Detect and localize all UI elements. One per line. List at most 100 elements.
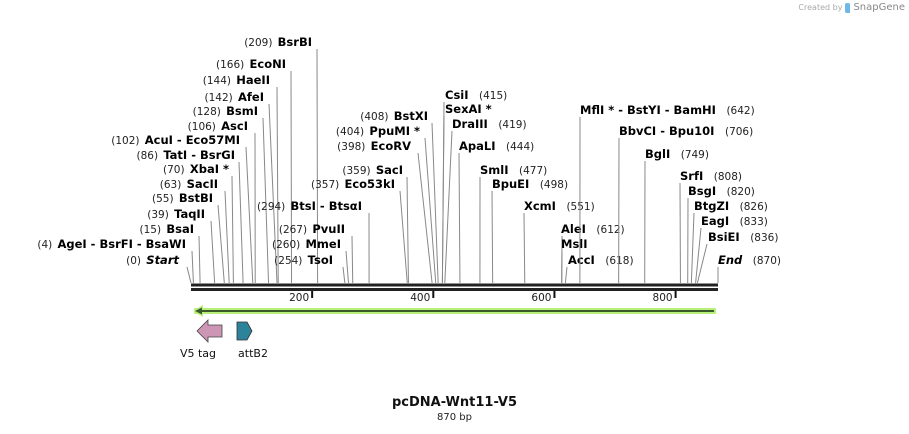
cut-site-bsgi[interactable]: BsgI (820) [687,184,755,284]
feature-attb2[interactable]: attB2 [236,321,268,360]
site-label: SrfI (808) [680,169,742,183]
orf-arrow[interactable] [193,305,716,317]
site-position: (106) [188,121,221,133]
leader-line [210,220,216,284]
cut-site-sacii[interactable]: (63) SacII [160,177,230,284]
site-name: End [718,253,743,267]
site-name: HaeII [236,73,270,87]
site-position: (836) [740,232,779,244]
feature-v5-tag[interactable]: V5 tag [180,319,223,360]
cut-site-pvuii[interactable]: (267) PvuII [279,222,354,284]
site-label: EagI (833) [701,214,768,228]
cut-site-haeii[interactable]: (144) HaeII [203,73,279,284]
cut-site-tsoi[interactable]: (254) TsoI [274,253,346,284]
site-position: (4) [37,239,57,251]
site-name: AfeI [238,90,264,104]
site-position: (808) [703,171,742,183]
site-name: CsiI [445,88,469,102]
site-label: (166) EcoNI [216,57,286,71]
leader-line [262,117,270,284]
cut-site-bsiei[interactable]: BsiEI (836) [696,230,779,284]
site-label: (106) AscI [188,119,248,133]
leader-line [695,227,702,284]
site-name: SmlI [480,163,509,177]
cut-site-bsrbi[interactable]: (209) BsrBI [244,35,319,284]
cut-site-acci[interactable]: AccI (618) [564,253,634,284]
cut-site-apali[interactable]: ApaLI (444) [458,139,534,284]
leader-line [564,266,568,284]
cut-site-btgzi[interactable]: BtgZI (826) [690,199,768,284]
site-label: (15) BsaI [140,222,194,236]
cut-site-msli[interactable]: MslI [561,237,588,284]
leader-line [345,250,349,284]
cut-site-taqii[interactable]: (39) TaqII [147,207,216,284]
site-label: SexAI * [445,102,492,116]
site-position: (408) [360,111,393,123]
site-position: (820) [716,186,755,198]
cut-site-xbai[interactable]: (70) XbaI * [163,162,234,284]
site-position: (166) [216,59,249,71]
cut-site-xcmi[interactable]: XcmI (551) [523,199,595,284]
site-position: (404) [336,126,369,138]
cut-site-agei-bsrfi-bsawi[interactable]: (4) AgeI - BsrFI - BsaWI [37,237,194,284]
site-label: (102) AcuI - Eco57MI [111,133,240,147]
site-name: BbvCI - Bpu10I [619,124,714,138]
site-name: PvuII [312,222,345,236]
site-label: (39) TaqII [147,207,205,221]
cut-site-mmei[interactable]: (260) MmeI [272,237,349,284]
cut-site-afei[interactable]: (142) AfeI [205,90,278,284]
site-label: AleI (612) [561,222,625,236]
site-name: EagI [701,214,729,228]
cut-site-acui-eco57mi[interactable]: (102) AcuI - Eco57MI [111,133,254,284]
site-position: (144) [203,75,236,87]
cut-site-ecorv[interactable]: (398) EcoRV [337,139,433,284]
cut-site-mfli-bstyi-bamhi[interactable]: MflI * - BstYI - BamHI (642) [579,103,755,284]
site-position: (15) [140,224,167,236]
cut-site-srfi[interactable]: SrfI (808) [679,169,742,284]
site-position: (833) [729,216,768,228]
site-name: AgeI - BsrFI - BsaWI [57,237,186,251]
site-position: (749) [670,149,709,161]
cut-site-saci[interactable]: (359) SacI [342,163,409,284]
cut-site-eagi[interactable]: EagI (833) [695,214,768,284]
cut-site-sexai[interactable]: SexAI * [441,102,492,284]
leader-line [245,146,254,284]
cut-site-bbvci-bpu10i[interactable]: BbvCI - Bpu10I (706) [618,124,754,284]
site-label: MflI * - BstYI - BamHI (642) [580,103,755,117]
cut-site-smli[interactable]: SmlI (477) [479,163,547,284]
cut-site-econi[interactable]: (166) EcoNI [216,57,293,284]
site-position: (498) [529,179,568,191]
site-name: XbaI * [190,162,229,176]
site-label: (404) PpuMI * [336,124,420,138]
ruler-tick-label: 600 [531,292,551,304]
cut-site-draiii[interactable]: DraIII (419) [444,117,527,284]
leader-line [491,190,494,284]
snapgene-logo-icon [845,2,851,13]
site-name: Start [146,253,179,267]
site-name: MflI * - BstYI - BamHI [580,103,716,117]
site-label: (209) BsrBI [244,35,312,49]
cut-site-bpuei[interactable]: BpuEI (498) [491,177,568,284]
cut-site-asci[interactable]: (106) AscI [188,119,256,284]
cut-site-btsi-bts-i[interactable]: (294) BtsI - BtsαI [257,199,370,284]
site-label: BsgI (820) [688,184,755,198]
cut-site-bsai[interactable]: (15) BsaI [140,222,201,284]
site-position: (39) [147,209,174,221]
cut-site-start[interactable]: (0) Start [126,253,192,284]
site-position: (551) [556,201,595,213]
credit-brand: SnapGene [853,2,905,13]
site-position: (359) [342,165,375,177]
cut-site-bsmi[interactable]: (128) BsmI [193,104,270,284]
leader-line [441,115,445,284]
cut-site-end[interactable]: End (870) [717,253,781,283]
cut-site-tati-bsrgi[interactable]: (86) TatI - BsrGI [137,148,244,284]
cut-site-bstbi[interactable]: (55) BstBI [152,191,225,284]
cut-site-eco53ki[interactable]: (357) Eco53kI [311,177,408,284]
site-name: DraIII [452,117,488,131]
leader-line [406,176,409,284]
cut-site-bgli[interactable]: BglI (749) [644,147,709,284]
reverse-arrow-icon [196,319,223,343]
site-name: ApaLI [459,139,496,153]
cut-site-ppumi[interactable]: (404) PpuMI * [336,124,437,284]
cut-site-bstxi[interactable]: (408) BstXI [360,109,439,284]
